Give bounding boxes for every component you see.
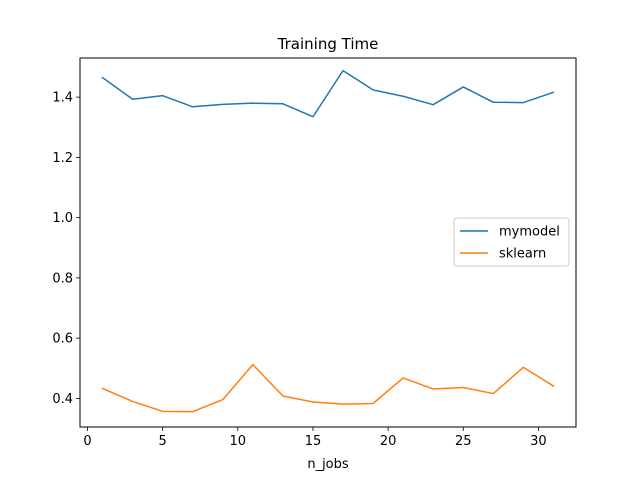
y-tick-label: 1.2 bbox=[52, 151, 73, 166]
x-tick-label: 15 bbox=[305, 434, 322, 449]
y-tick-label: 0.6 bbox=[52, 332, 73, 347]
plot-area-frame bbox=[79, 57, 577, 428]
y-tick-label: 1.4 bbox=[52, 91, 73, 106]
x-axis-ticks: 0 5 10 15 20 25 30 bbox=[83, 427, 547, 449]
legend-label-sklearn: sklearn bbox=[499, 247, 546, 262]
y-tick-label: 0.4 bbox=[52, 392, 73, 407]
x-tick-label: 25 bbox=[455, 434, 472, 449]
y-tick-label: 1.0 bbox=[52, 211, 73, 226]
legend-label-mymodel: mymodel bbox=[499, 225, 560, 240]
y-tick-label: 0.8 bbox=[52, 271, 73, 286]
x-tick-label: 10 bbox=[230, 434, 247, 449]
x-tick-label: 5 bbox=[159, 434, 167, 449]
x-tick-label: 30 bbox=[530, 434, 547, 449]
series-line-mymodel bbox=[101, 69, 555, 118]
series-line-sklearn bbox=[101, 363, 555, 413]
x-axis-label: n_jobs bbox=[307, 457, 349, 472]
x-tick-label: 0 bbox=[83, 434, 91, 449]
chart-title: Training Time bbox=[277, 35, 379, 53]
legend-box bbox=[453, 217, 570, 267]
x-tick-label: 20 bbox=[380, 434, 397, 449]
legend: mymodel sklearn bbox=[453, 217, 570, 267]
y-axis-ticks: 0.4 0.6 0.8 1.0 1.2 1.4 bbox=[52, 91, 80, 407]
plot-lines bbox=[101, 69, 555, 413]
